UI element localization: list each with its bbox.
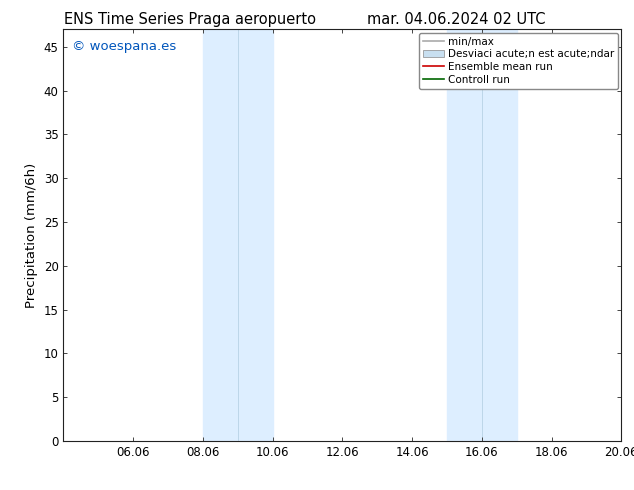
Text: mar. 04.06.2024 02 UTC: mar. 04.06.2024 02 UTC <box>367 12 546 27</box>
Text: ENS Time Series Praga aeropuerto: ENS Time Series Praga aeropuerto <box>64 12 316 27</box>
Y-axis label: Precipitation (mm/6h): Precipitation (mm/6h) <box>25 163 38 308</box>
Text: © woespana.es: © woespana.es <box>72 40 176 53</box>
Bar <box>447 29 517 441</box>
Legend: min/max, Desviaci acute;n est acute;ndar, Ensemble mean run, Controll run: min/max, Desviaci acute;n est acute;ndar… <box>418 32 618 89</box>
Bar <box>203 29 273 441</box>
